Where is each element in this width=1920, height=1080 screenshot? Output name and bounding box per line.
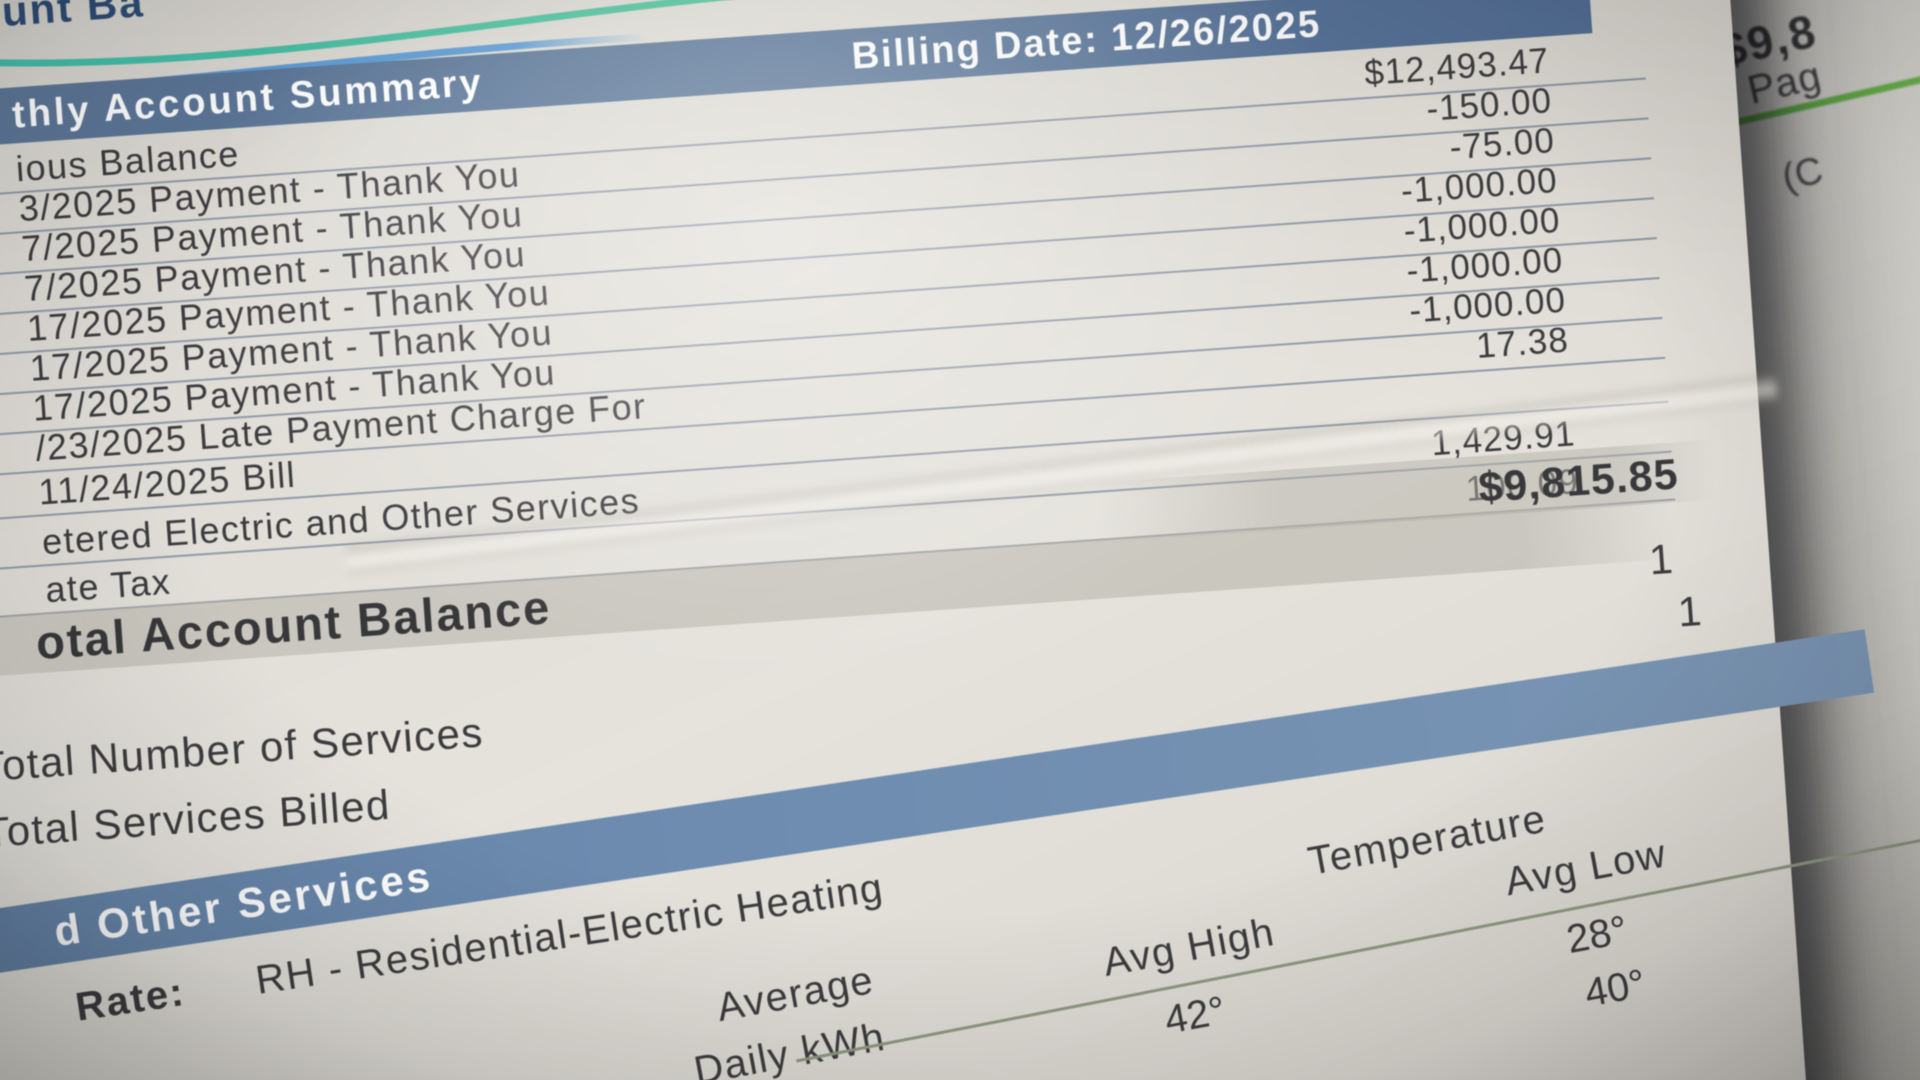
avg-high-value: 42° (1161, 988, 1229, 1043)
teal-wave-path (0, 0, 1441, 67)
page2-paren-partial: (C (1778, 149, 1827, 200)
row-label: ate Tax (43, 560, 173, 611)
row-amount: 17.38 (1474, 320, 1571, 366)
avg-high-header: Avg High (1099, 910, 1279, 985)
service-count-value: 1 (1647, 534, 1675, 584)
service-billed-value: 1 (1676, 586, 1703, 636)
rate-label: Rate: (72, 969, 189, 1030)
avg-low-value: 28° (1563, 907, 1631, 963)
avg-low-value-2: 40° (1581, 961, 1649, 1016)
